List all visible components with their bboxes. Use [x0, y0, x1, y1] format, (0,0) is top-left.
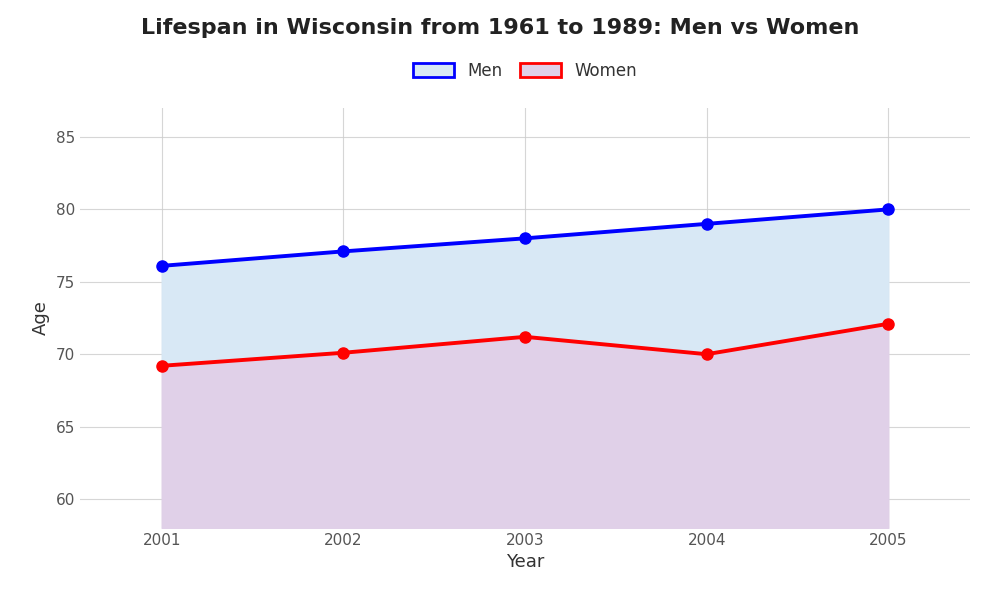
Text: Lifespan in Wisconsin from 1961 to 1989: Men vs Women: Lifespan in Wisconsin from 1961 to 1989:…: [141, 18, 859, 38]
Y-axis label: Age: Age: [32, 301, 50, 335]
X-axis label: Year: Year: [506, 553, 544, 571]
Legend: Men, Women: Men, Women: [413, 62, 637, 80]
